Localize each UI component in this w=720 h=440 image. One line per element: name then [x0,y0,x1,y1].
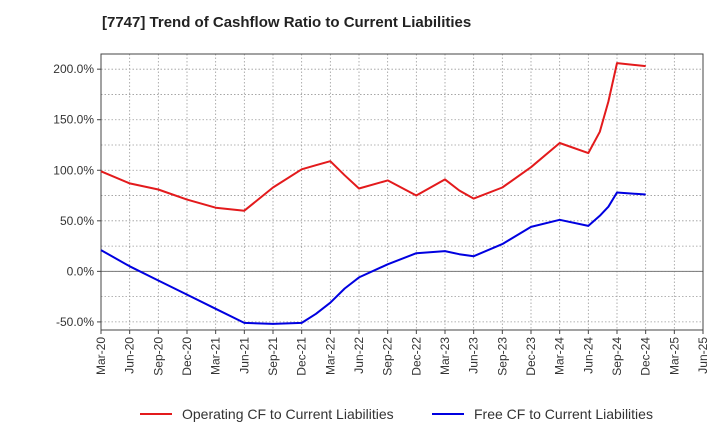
x-tick-label: Sep-24 [610,337,624,376]
y-tick-label: 50.0% [60,214,94,228]
x-tick-label: Jun-21 [237,337,251,374]
legend-label: Operating CF to Current Liabilities [182,406,394,422]
series-line-operating-cf [100,62,646,212]
x-tick-label: Mar-23 [438,337,452,375]
x-tick-label: Dec-22 [409,337,423,376]
x-tick-label: Mar-24 [553,337,567,375]
x-tick-label: Dec-24 [639,337,653,376]
plot-frame [100,53,704,331]
chart-title: [7747] Trend of Cashflow Ratio to Curren… [102,14,472,31]
x-tick-label: Jun-24 [581,337,595,374]
x-tick-label: Jun-22 [352,337,366,374]
x-tick-label: Jun-25 [696,337,710,374]
x-tick-label: Dec-20 [180,337,194,376]
x-tick-label: Dec-23 [524,337,538,376]
x-tick-label: Mar-21 [209,337,223,375]
y-tick-label: 0.0% [67,264,95,278]
y-tick-label: 100.0% [53,163,94,177]
x-tick-label: Sep-21 [266,337,280,376]
x-tick-label: Jun-23 [467,337,481,374]
y-tick-label: -50.0% [56,315,94,329]
x-tick-label: Mar-22 [323,337,337,375]
x-tick-label: Sep-20 [151,337,165,376]
x-tick-label: Mar-20 [94,337,108,375]
legend-label: Free CF to Current Liabilities [474,406,653,422]
x-tick-label: Dec-21 [295,337,309,376]
y-tick-label: 200.0% [53,62,94,76]
x-tick-label: Sep-23 [495,337,509,376]
x-tick-label: Mar-25 [667,337,681,375]
plot-area [101,54,703,330]
x-tick-label: Jun-20 [123,337,137,374]
x-tick-label: Sep-22 [381,337,395,376]
series-line-free-cf [100,191,646,325]
y-tick-label: 150.0% [53,113,94,127]
